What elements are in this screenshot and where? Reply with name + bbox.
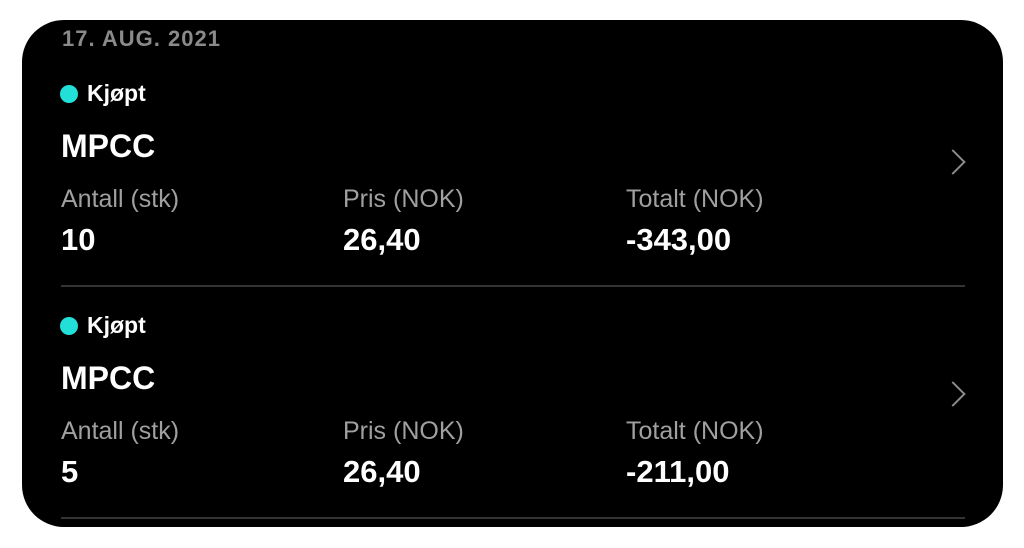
date-header: 17. AUG. 2021 bbox=[62, 26, 221, 51]
status-label: Kjøpt bbox=[87, 80, 146, 106]
status-label: Kjøpt bbox=[87, 312, 146, 338]
transaction-row[interactable]: Kjøpt MPCC Antall (stk) 5 Pris (NOK) 26,… bbox=[22, 252, 1003, 519]
price-value: 26,40 bbox=[343, 222, 421, 257]
chevron-right-icon[interactable] bbox=[940, 149, 966, 175]
quantity-label: Antall (stk) bbox=[61, 417, 180, 445]
divider bbox=[61, 285, 965, 287]
total-label: Totalt (NOK) bbox=[626, 185, 764, 213]
transaction-row[interactable]: Kjøpt MPCC Antall (stk) 10 Pris (NOK) 26… bbox=[22, 20, 1003, 287]
quantity-column: Antall (stk) 10 bbox=[61, 185, 179, 258]
ticker: MPCC bbox=[61, 128, 156, 164]
total-value: -211,00 bbox=[626, 454, 730, 489]
price-column: Pris (NOK) 26,40 bbox=[343, 185, 464, 258]
status-badge: Kjøpt bbox=[60, 80, 146, 107]
total-value: -343,00 bbox=[626, 222, 732, 257]
transactions-panel: 17. AUG. 2021 Kjøpt MPCC Antall (stk) 10… bbox=[22, 20, 1003, 527]
quantity-column: Antall (stk) 5 bbox=[61, 417, 179, 490]
price-label: Pris (NOK) bbox=[343, 417, 464, 445]
quantity-label: Antall (stk) bbox=[61, 185, 180, 213]
total-label: Totalt (NOK) bbox=[626, 417, 764, 445]
status-dot-icon bbox=[60, 316, 78, 335]
divider bbox=[61, 517, 965, 519]
quantity-value: 10 bbox=[61, 222, 96, 257]
quantity-value: 5 bbox=[61, 454, 79, 489]
ticker: MPCC bbox=[61, 360, 156, 396]
total-column: Totalt (NOK) -211,00 bbox=[626, 417, 764, 490]
price-column: Pris (NOK) 26,40 bbox=[343, 417, 464, 490]
price-label: Pris (NOK) bbox=[343, 185, 464, 213]
total-column: Totalt (NOK) -343,00 bbox=[626, 185, 764, 258]
chevron-right-icon[interactable] bbox=[940, 381, 966, 407]
status-dot-icon bbox=[60, 84, 78, 103]
price-value: 26,40 bbox=[343, 454, 421, 489]
status-badge: Kjøpt bbox=[60, 312, 146, 339]
